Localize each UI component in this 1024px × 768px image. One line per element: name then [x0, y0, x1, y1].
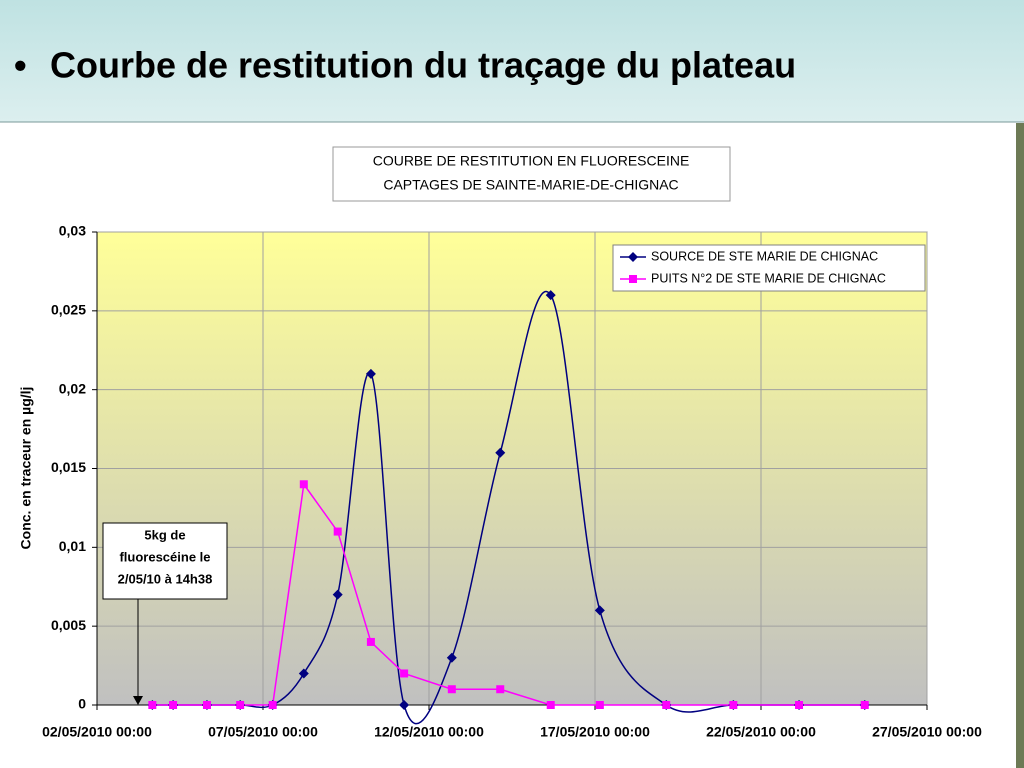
legend-label: PUITS N°2 DE STE MARIE DE CHIGNAC [651, 271, 886, 285]
annotation: fluorescéine le [119, 549, 210, 564]
x-tick-label: 17/05/2010 00:00 [540, 724, 650, 740]
slide-title: Courbe de restitution du traçage du plat… [50, 45, 796, 86]
marker [399, 700, 410, 710]
marker [236, 701, 245, 709]
x-tick-label: 12/05/2010 00:00 [374, 724, 484, 740]
chart-title: COURBE DE RESTITUTION EN FLUORESCEINE [373, 153, 690, 169]
y-tick-label: 0 [78, 696, 86, 712]
marker [202, 701, 211, 709]
marker [299, 480, 308, 489]
marker [148, 701, 157, 709]
marker [860, 701, 869, 709]
marker [546, 701, 555, 709]
y-tick-label: 0,025 [51, 302, 86, 318]
marker [446, 652, 457, 663]
marker [365, 368, 376, 379]
edge-photo [1016, 123, 1024, 768]
series [147, 290, 870, 725]
marker [268, 701, 277, 709]
marker [595, 701, 604, 709]
y-tick-label: 0,005 [51, 617, 86, 633]
marker [545, 290, 556, 301]
y-tick-label: 0,015 [51, 459, 86, 475]
marker [495, 447, 506, 458]
y-axis-label: Conc. en traceur en µg/lj [18, 387, 34, 550]
marker [496, 685, 505, 694]
legend: SOURCE DE STE MARIE DE CHIGNAC PUITS N°2 … [612, 244, 926, 292]
annotation: 5kg de [144, 527, 185, 542]
bullet: • [14, 45, 27, 86]
y-tick-label: 0,01 [59, 538, 86, 554]
x-tick-label: 07/05/2010 00:00 [208, 724, 318, 740]
y-tick-label: 0,02 [59, 380, 86, 396]
marker [366, 637, 375, 646]
x-tick-label: 02/05/2010 00:00 [42, 724, 152, 740]
y-tick-label: 0,03 [59, 223, 86, 239]
marker [332, 589, 343, 600]
marker [169, 701, 178, 709]
marker [298, 668, 309, 679]
legend-marker [629, 275, 637, 283]
legend-marker [628, 252, 638, 262]
legend-label: SOURCE DE STE MARIE DE CHIGNAC [651, 249, 878, 263]
annotation-arrowhead [133, 696, 143, 705]
marker [662, 701, 671, 709]
marker [400, 669, 409, 678]
chart-title: CAPTAGES DE SAINTE-MARIE-DE-CHIGNAC [383, 177, 678, 193]
marker [729, 701, 738, 709]
chart-title-box [332, 146, 731, 202]
legend-box [612, 244, 926, 292]
header-band [0, 0, 1024, 122]
series-line [152, 290, 865, 725]
annotation: 2/05/10 à 14h38 [118, 571, 213, 586]
marker [594, 605, 605, 616]
annotation-box [102, 522, 228, 600]
x-tick-label: 27/05/2010 00:00 [872, 724, 982, 740]
marker [447, 685, 456, 694]
marker [333, 527, 342, 536]
x-tick-label: 22/05/2010 00:00 [706, 724, 816, 740]
marker [795, 701, 804, 709]
